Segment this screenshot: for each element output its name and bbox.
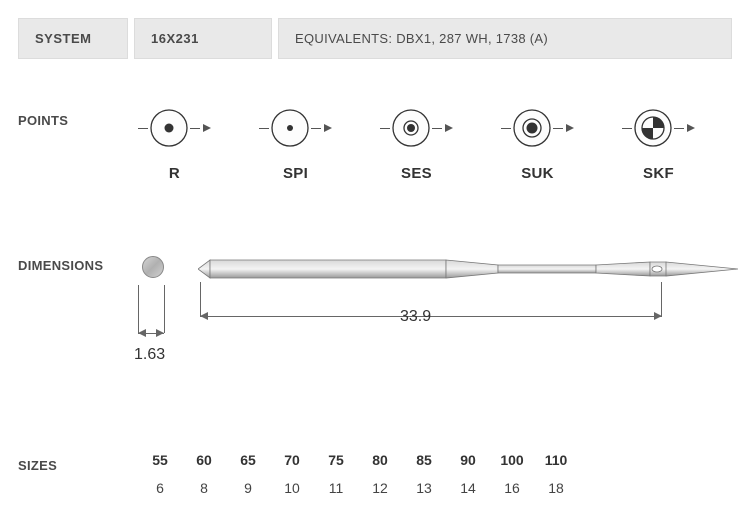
point-r: R [138,107,211,182]
sizes-row: SIZES 55 660 865 970 1075 1180 1285 1390 14100 16… [18,452,732,496]
shank-cross-section-icon [142,256,164,278]
equivalents-label: EQUIVALENTS: [295,31,392,46]
size-col: 85 13 [402,452,446,496]
point-name: SUK [521,165,554,182]
equivalents-value: DBX1, 287 WH, 1738 (A) [396,31,548,46]
size-singer: 9 [226,480,270,496]
dimensions-diagram: 1.63 33.9 [138,252,732,362]
size-singer: 12 [358,480,402,496]
point-icon-r [138,107,211,149]
system-model: 16X231 [134,18,272,59]
size-singer: 16 [490,480,534,496]
size-nm: 80 [358,452,402,468]
point-name: SES [401,165,432,182]
point-icon-spi [259,107,332,149]
point-icon-suk [501,107,574,149]
system-label: SYSTEM [18,18,128,59]
size-col: 110 18 [534,452,578,496]
shank-diameter-value: 1.63 [134,346,165,364]
size-nm: 75 [314,452,358,468]
size-singer: 10 [270,480,314,496]
point-ses: SES [380,107,453,182]
size-singer: 18 [534,480,578,496]
dimensions-row: DIMENSIONS 1.63 [18,252,732,362]
size-singer: 11 [314,480,358,496]
size-nm: 60 [182,452,226,468]
size-col: 60 8 [182,452,226,496]
point-icon-skf [622,107,695,149]
size-nm: 90 [446,452,490,468]
point-name: SKF [643,165,674,182]
size-col: 80 12 [358,452,402,496]
size-nm: 55 [138,452,182,468]
needle-icon [198,258,738,280]
size-col: 65 9 [226,452,270,496]
size-singer: 14 [446,480,490,496]
sizes-label: SIZES [18,452,138,473]
size-singer: 6 [138,480,182,496]
point-spi: SPI [259,107,332,182]
size-nm: 110 [534,452,578,468]
size-col: 55 6 [138,452,182,496]
size-col: 70 10 [270,452,314,496]
point-suk: SUK [501,107,574,182]
point-skf: SKF [622,107,695,182]
points-list: R SPI SES SUK SKF [138,107,732,182]
size-col: 90 14 [446,452,490,496]
points-label: POINTS [18,107,138,128]
size-nm: 65 [226,452,270,468]
size-nm: 100 [490,452,534,468]
sizes-table: 55 660 865 970 1075 1180 1285 1390 14100 16110 18 [138,452,732,496]
size-singer: 13 [402,480,446,496]
dimensions-label: DIMENSIONS [18,252,138,273]
points-row: POINTS R SPI SES SUK SKF [18,107,732,182]
point-icon-ses [380,107,453,149]
system-equivalents: EQUIVALENTS: DBX1, 287 WH, 1738 (A) [278,18,732,59]
size-col: 75 11 [314,452,358,496]
size-singer: 8 [182,480,226,496]
point-name: SPI [283,165,308,182]
size-col: 100 16 [490,452,534,496]
size-nm: 70 [270,452,314,468]
length-value: 33.9 [400,308,431,326]
point-name: R [169,165,180,182]
size-nm: 85 [402,452,446,468]
system-row: SYSTEM 16X231 EQUIVALENTS: DBX1, 287 WH,… [18,18,732,59]
